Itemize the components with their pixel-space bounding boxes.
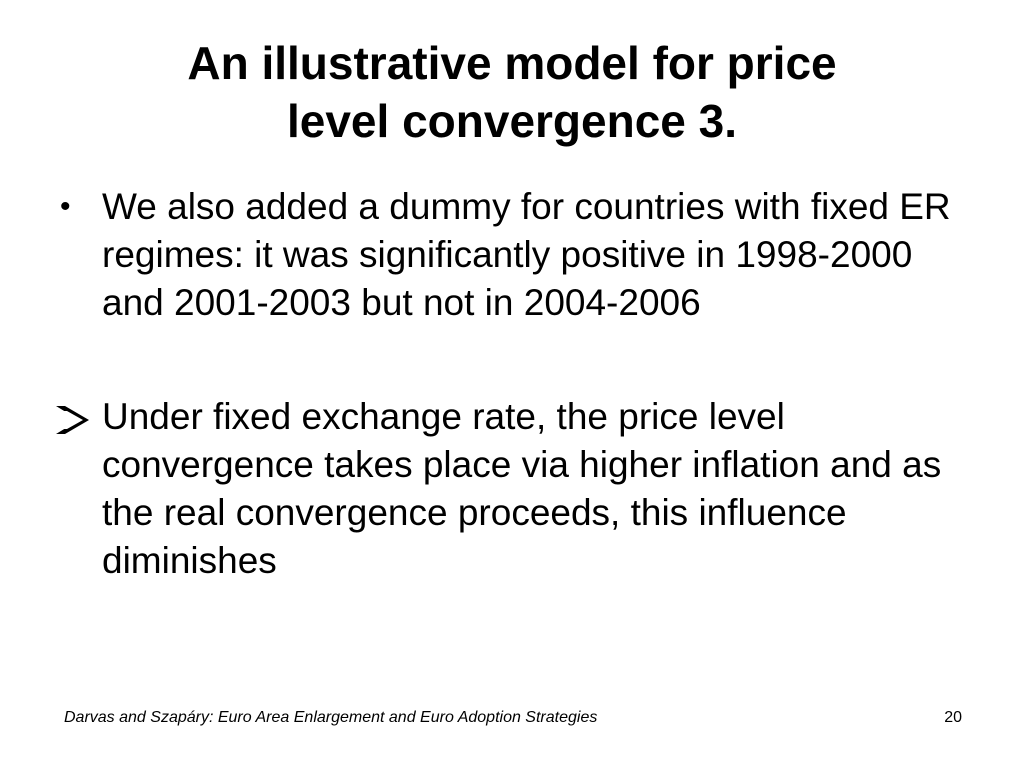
page-number: 20 [944,709,962,726]
bullet-item-fixed-exchange-rate: Under fixed exchange rate, the price lev… [56,393,976,585]
bullet-item-dummy-fixed-er: • We also added a dummy for countries wi… [56,183,976,327]
footer-citation: Darvas and Szapáry: Euro Area Enlargemen… [64,709,598,726]
bullet-text: Under fixed exchange rate, the price lev… [102,396,942,581]
bullet-dot-icon: • [60,190,71,223]
bullet-list: • We also added a dummy for countries wi… [56,183,976,585]
bullet-text: We also added a dummy for countries with… [102,186,951,323]
slide-title-line-1: An illustrative model for price [187,37,837,89]
slide-title-line-2: level convergence 3. [286,95,738,147]
slide-title: An illustrative model for price level co… [40,34,984,150]
arrow-bullet-icon [54,401,92,435]
